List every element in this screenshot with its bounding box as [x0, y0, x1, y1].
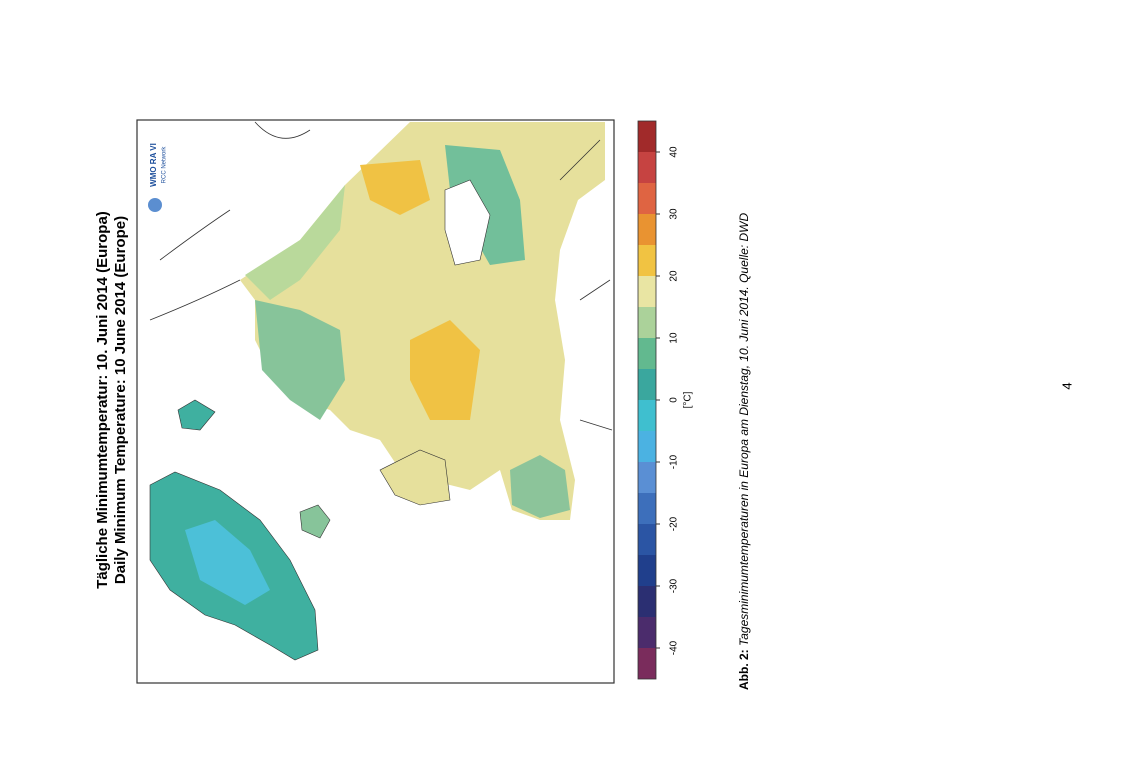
caption: Abb. 2: Tagesminimumtemperaturen in Euro…	[737, 213, 751, 690]
british-isles	[379, 449, 451, 506]
colorbar-band	[638, 214, 656, 245]
colorbar-band	[638, 555, 656, 586]
colorbar-band	[638, 338, 656, 369]
island	[299, 504, 331, 539]
colorbar-band	[638, 648, 656, 679]
colorbar-tick-label: 20	[669, 270, 680, 282]
colorbar-band	[638, 183, 656, 214]
colorbar-band	[638, 524, 656, 555]
colorbar-band	[638, 493, 656, 524]
iceland	[177, 399, 216, 431]
colorbar-tick-label: 40	[669, 146, 680, 158]
colorbar-band	[638, 586, 656, 617]
scandinavia	[255, 300, 345, 420]
colorbar-band	[638, 276, 656, 307]
colorbar-band	[638, 152, 656, 183]
colorbar-band	[638, 462, 656, 493]
colorbar-band	[638, 369, 656, 400]
map: WMO RA VI RCC Network	[136, 119, 615, 684]
logo-box	[146, 124, 172, 212]
logo-text: WMO RA VI	[149, 143, 158, 187]
colorbar-unit: [°C]	[683, 391, 694, 408]
colorbar-band	[638, 617, 656, 648]
colorbar-band	[638, 245, 656, 276]
page-number: 4	[1059, 382, 1074, 389]
baltic-region	[445, 145, 525, 265]
colorbar-band	[638, 431, 656, 462]
colorbar-tick-label: 0	[669, 397, 680, 403]
warm-region	[410, 320, 480, 420]
coastline	[149, 121, 613, 431]
colorbar-tick-label: -40	[669, 640, 680, 655]
region-cool	[245, 185, 345, 300]
logo-emblem	[148, 198, 162, 212]
colorbar: -40 -30 -20 -10 0 10 20 30 40	[637, 120, 680, 680]
caption-label: Abb. 2:	[737, 649, 751, 690]
turkey-region	[510, 455, 570, 518]
colorbar-tick-label: 30	[669, 208, 680, 220]
colorbar-tick-label: -30	[669, 578, 680, 593]
caption-text: Tagesminimumtemperaturen in Europa am Di…	[737, 213, 751, 650]
colorbar-band	[638, 121, 656, 152]
sea	[444, 179, 491, 266]
title-de: Tägliche Minimumtemperatur: 10. Juni 201…	[94, 211, 111, 589]
logo-subtext: RCC Network	[162, 146, 168, 184]
title-en: Daily Minimum Temperature: 10 June 2014 …	[112, 216, 129, 584]
colorbar-tick-label: -10	[669, 454, 680, 469]
colorbar-tick-label: -20	[669, 516, 680, 531]
greenland-ice	[185, 520, 270, 605]
colorbar-band	[638, 307, 656, 338]
warm-region	[360, 160, 430, 215]
colorbar-band	[638, 400, 656, 431]
colorbar-tick-label: 10	[669, 332, 680, 344]
